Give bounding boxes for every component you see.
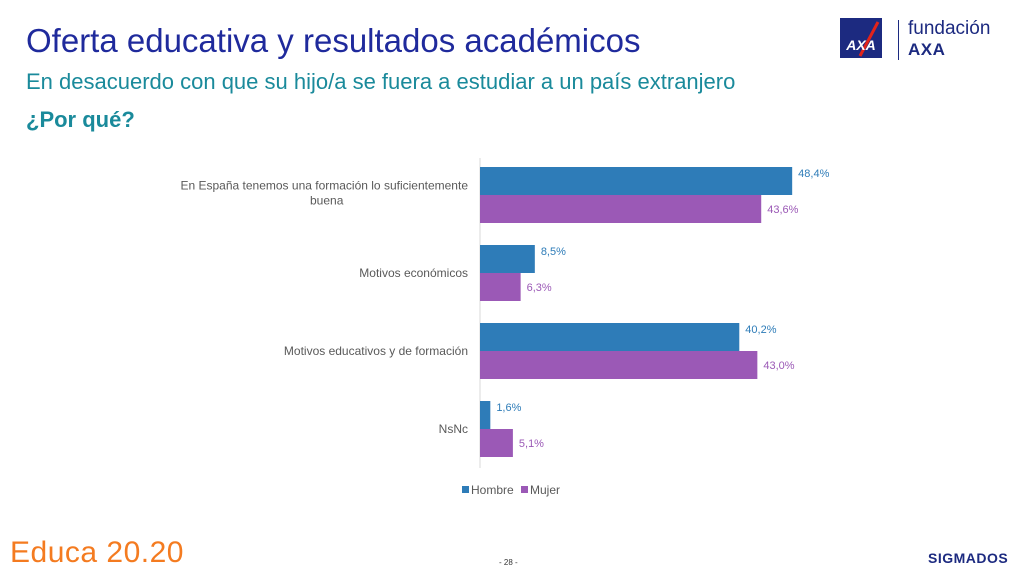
bar-hombre	[480, 245, 535, 273]
legend-swatch-hombre	[462, 486, 469, 493]
category-label: Motivos económicos	[359, 266, 468, 280]
data-label: 43,6%	[767, 204, 798, 216]
bar-hombre	[480, 323, 740, 351]
bar-mujer	[480, 273, 521, 301]
data-label: 1,6%	[496, 402, 521, 414]
data-label: 8,5%	[541, 246, 566, 258]
data-label: 48,4%	[798, 168, 829, 180]
category-label: NsNc	[439, 422, 468, 436]
legend-label-mujer: Mujer	[530, 483, 560, 497]
bar-mujer	[480, 351, 758, 379]
legend-swatch-mujer	[521, 486, 528, 493]
sigmados-logo: SIGMADOS	[928, 550, 1009, 566]
educa-brand-logo: Educa 20.20	[10, 536, 184, 569]
bar-mujer	[480, 429, 513, 457]
data-label: 40,2%	[745, 324, 776, 336]
data-label: 5,1%	[519, 438, 544, 450]
page-number: - 28 -	[499, 558, 518, 567]
bar-hombre	[480, 401, 491, 429]
axa-text: AXA	[908, 40, 946, 59]
page-subtitle: En desacuerdo con que su hijo/a se fuera…	[26, 69, 736, 94]
axa-logo-icon: AXA	[840, 18, 882, 58]
bar-mujer	[480, 195, 762, 223]
legend-label-hombre: Hombre	[471, 483, 514, 497]
svg-text:AXA: AXA	[845, 37, 876, 53]
bar-hombre	[480, 167, 793, 195]
page-title: Oferta educativa y resultados académicos	[26, 22, 641, 59]
category-label: En España tenemos una formación lo sufic…	[180, 179, 468, 193]
data-label: 6,3%	[527, 282, 552, 294]
question-heading: ¿Por qué?	[26, 107, 135, 132]
data-label: 43,0%	[763, 360, 794, 372]
category-label: Motivos educativos y de formación	[284, 344, 468, 358]
fundacion-axa-logo: AXA fundación AXA	[838, 16, 1018, 64]
logo-divider	[898, 20, 899, 60]
fundacion-text: fundación	[908, 18, 991, 39]
category-label: buena	[310, 194, 344, 208]
